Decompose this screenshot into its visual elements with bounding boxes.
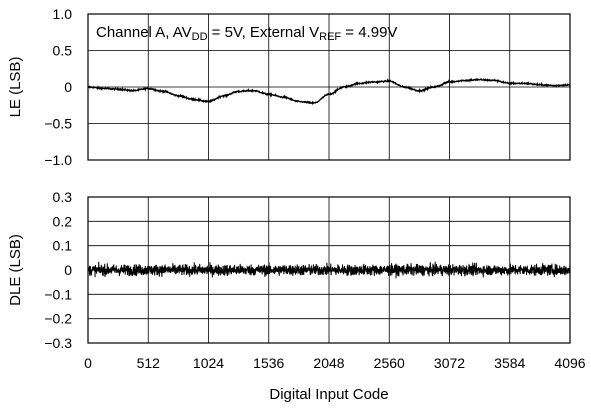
le-y-tick-labels: 1.0 0.5 0 −0.5 −1.0	[44, 6, 72, 168]
le-y-tick-label: 1.0	[53, 6, 73, 22]
le-grid	[88, 14, 570, 160]
dle-y-axis-title: DLE (LSB)	[7, 234, 24, 306]
dle-y-tick-label: 0.3	[53, 189, 73, 205]
x-tick-label: 1024	[193, 355, 224, 371]
x-tick-label: 1536	[253, 355, 284, 371]
x-tick-label: 2048	[313, 355, 344, 371]
annot-suffix: = 4.99V	[341, 24, 397, 41]
le-y-tick-label: −0.5	[44, 116, 72, 132]
dle-y-tick-labels: 0.3 0.2 0.1 0 −0.1 −0.2 −0.3	[44, 189, 72, 351]
annot-sub-dd: DD	[192, 31, 208, 43]
dle-trace	[87, 261, 571, 279]
x-tick-label: 3072	[434, 355, 465, 371]
annot-sub-ref: REF	[319, 31, 341, 43]
dle-y-tick-label: −0.3	[44, 335, 72, 351]
dle-y-tick-label: −0.2	[44, 311, 72, 327]
le-trace	[87, 77, 571, 106]
x-tick-label: 512	[137, 355, 161, 371]
dle-y-tick-label: 0.1	[53, 238, 73, 254]
x-tick-label: 0	[84, 355, 92, 371]
le-y-axis-title: LE (LSB)	[7, 57, 24, 118]
dle-y-tick-label: −0.1	[44, 286, 72, 302]
dle-y-tick-label: 0.2	[53, 213, 73, 229]
le-y-tick-label: 0.5	[53, 43, 73, 59]
dle-plot-frame	[87, 196, 571, 344]
le-annotation: Channel A, AVDD = 5V, External VREF = 4.…	[96, 24, 397, 43]
dle-panel: 0.3 0.2 0.1 0 −0.1 −0.2 −0.3 0 512 1024 1536 2048 2…	[7, 189, 586, 403]
x-axis-title: Digital Input Code	[269, 386, 388, 403]
annot-mid: = 5V, External V	[208, 24, 320, 41]
le-plot-frame	[87, 13, 571, 161]
annot-prefix: Channel A, AV	[96, 24, 192, 41]
le-y-tick-label: 0	[64, 79, 72, 95]
x-tick-label: 4096	[554, 355, 585, 371]
x-tick-labels: 0 512 1024 1536 2048 2560 3072 3584 4096	[84, 355, 586, 371]
le-y-tick-label: −1.0	[44, 152, 72, 168]
le-panel: 1.0 0.5 0 −0.5 −1.0 LE (LSB) Channel A, AVDD…	[7, 6, 571, 168]
x-tick-label: 3584	[494, 355, 525, 371]
x-tick-label: 2560	[374, 355, 405, 371]
dle-y-tick-label: 0	[64, 262, 72, 278]
